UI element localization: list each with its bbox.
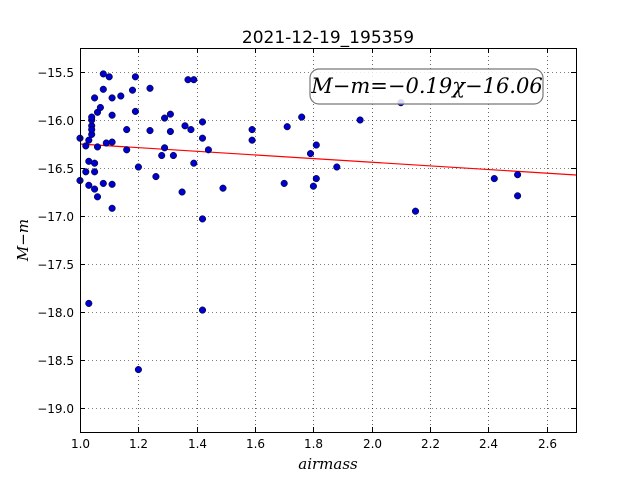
data-point: [82, 168, 90, 176]
x-axis-label: airmass: [298, 455, 358, 473]
data-point: [131, 73, 139, 81]
fit-line-layer: [79, 143, 577, 176]
data-point: [91, 185, 99, 193]
annotation-box: M−m=−0.19χ−16.06: [309, 68, 544, 105]
chart-title: 2021-12-19_195359: [242, 28, 414, 48]
data-point: [514, 192, 522, 200]
data-point: [514, 171, 522, 179]
data-point: [280, 179, 288, 187]
data-point: [91, 168, 99, 176]
data-point: [123, 146, 131, 154]
data-point: [85, 299, 93, 307]
data-point: [298, 113, 306, 121]
data-point: [190, 159, 198, 167]
data-points: [76, 70, 522, 374]
data-point: [198, 215, 207, 223]
data-point: [166, 127, 174, 136]
y-tick-label: −17.0: [37, 210, 74, 224]
data-point: [108, 111, 116, 119]
y-tick-label: −16.0: [37, 114, 74, 128]
y-tick-label: −18.5: [37, 354, 74, 368]
data-point: [312, 175, 320, 183]
data-point: [102, 139, 110, 147]
data-point: [198, 134, 207, 142]
data-point: [131, 107, 139, 115]
data-point: [198, 118, 207, 126]
data-point: [108, 138, 116, 146]
y-tick-label: −18.0: [37, 306, 74, 320]
data-point: [146, 84, 154, 92]
x-tick-label: 2.4: [479, 437, 498, 451]
data-point: [146, 127, 154, 135]
data-point: [198, 306, 207, 314]
axis-ticks: 1.0 1.2 1.4 1.6 1.8 2.0 2.2 2.4 2.6 −15.5 −16.0 −16…: [37, 48, 576, 451]
data-point: [169, 151, 177, 160]
data-point: [306, 150, 315, 158]
data-point: [91, 159, 99, 167]
plot-frame: [80, 48, 577, 433]
data-point: [82, 142, 90, 150]
data-point: [333, 163, 341, 171]
data-point: [248, 126, 256, 134]
data-point: [134, 366, 142, 374]
y-axis-label: M−m: [14, 219, 32, 262]
data-point: [108, 180, 116, 188]
data-point: [411, 207, 420, 215]
x-tick-label: 1.2: [129, 437, 148, 451]
data-point: [219, 184, 227, 192]
x-tick-label: 1.6: [246, 437, 265, 451]
data-point: [356, 116, 364, 124]
data-point: [312, 141, 320, 149]
data-point: [93, 193, 102, 201]
data-point: [91, 94, 99, 102]
x-tick-label: 2.2: [421, 437, 440, 451]
data-point: [85, 181, 93, 189]
data-point: [117, 92, 125, 100]
x-tick-label: 2.0: [363, 437, 382, 451]
data-point: [152, 173, 160, 181]
data-point: [134, 163, 142, 171]
data-point: [187, 126, 195, 134]
data-point: [190, 76, 198, 84]
data-point: [85, 136, 93, 144]
fit-equation: M−m=−0.19χ−16.06: [310, 74, 542, 98]
x-tick-label: 1.8: [304, 437, 323, 451]
data-point: [123, 126, 131, 134]
fit-line: [79, 143, 577, 176]
x-tick-label: 1.4: [188, 437, 207, 451]
data-point: [88, 113, 96, 121]
grid-lines: [80, 48, 576, 432]
data-point: [96, 103, 104, 112]
data-point: [105, 73, 113, 81]
data-point: [248, 136, 256, 144]
data-point: [99, 179, 107, 187]
annotation-frame: [309, 68, 544, 105]
data-point: [99, 70, 107, 78]
y-tick-label: −17.5: [37, 258, 74, 272]
data-point: [204, 146, 212, 154]
y-tick-label: −19.0: [37, 402, 74, 416]
data-point: [108, 94, 116, 102]
x-tick-label: 2.6: [538, 437, 557, 451]
y-tick-label: −15.5: [37, 66, 74, 80]
data-point: [181, 122, 189, 130]
data-point: [108, 204, 116, 212]
data-point: [158, 151, 166, 160]
data-point: [309, 182, 317, 190]
data-point: [161, 114, 169, 122]
data-point: [93, 143, 102, 151]
data-point: [88, 126, 96, 134]
data-point: [490, 175, 498, 183]
data-point: [166, 110, 174, 118]
data-point: [283, 123, 291, 131]
y-tick-label: −16.5: [37, 162, 74, 176]
data-point: [128, 86, 137, 94]
data-point: [161, 144, 169, 152]
data-point: [99, 85, 107, 93]
data-point: [178, 188, 186, 196]
x-tick-label: 1.0: [71, 437, 90, 451]
